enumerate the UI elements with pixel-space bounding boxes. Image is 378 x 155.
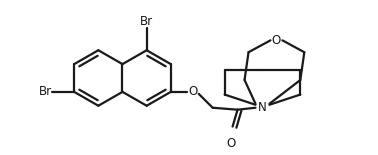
Text: N: N bbox=[258, 101, 267, 114]
Text: O: O bbox=[272, 34, 281, 47]
Text: Br: Br bbox=[140, 16, 153, 29]
Text: O: O bbox=[188, 85, 197, 98]
Text: Br: Br bbox=[39, 85, 52, 98]
Text: O: O bbox=[226, 137, 235, 151]
